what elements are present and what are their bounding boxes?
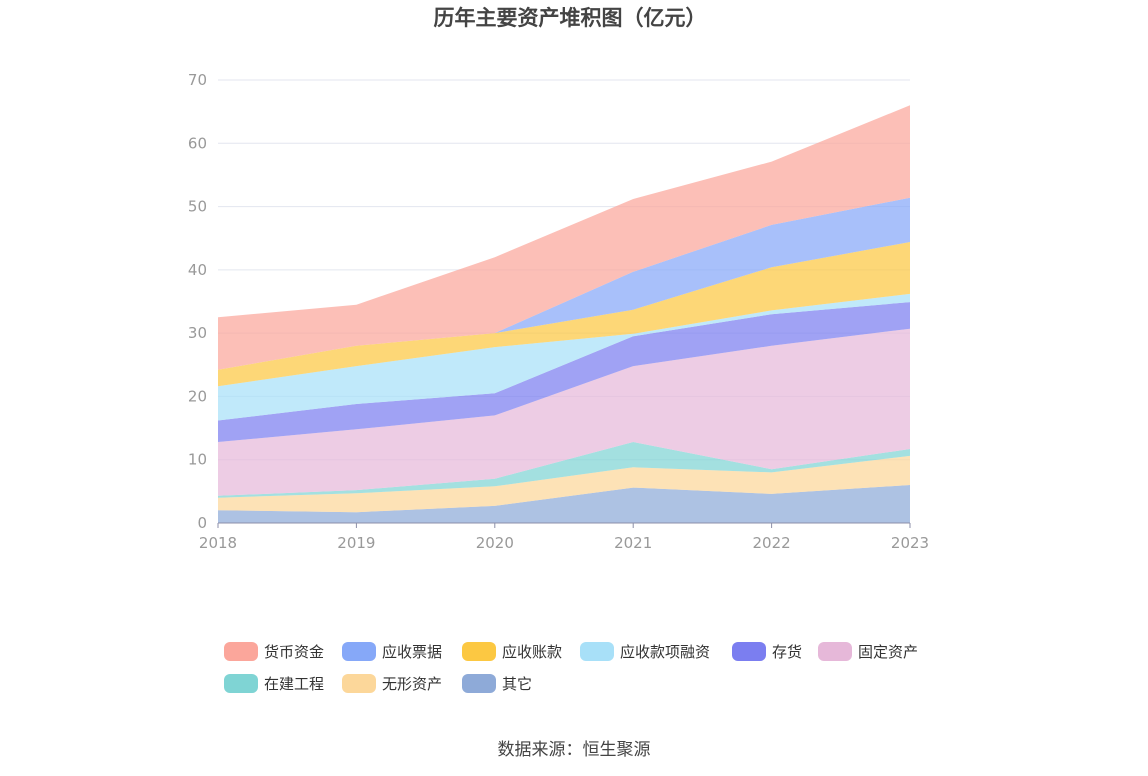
area-1 xyxy=(218,485,910,523)
x-tick-label: 2018 xyxy=(199,534,237,552)
x-tick-label: 2021 xyxy=(614,534,652,552)
legend-item[interactable]: 应收款项融资 xyxy=(580,642,710,661)
area-6 xyxy=(218,293,910,421)
x-tick-label: 2019 xyxy=(337,534,375,552)
legend-label: 应收账款 xyxy=(502,643,562,661)
y-tick-label: 70 xyxy=(188,71,207,89)
legend-item[interactable]: 在建工程 xyxy=(224,674,324,693)
area-2 xyxy=(218,455,910,513)
legend-item[interactable]: 货币资金 xyxy=(224,642,324,661)
legend-swatch xyxy=(342,674,376,693)
x-tick-label: 2020 xyxy=(476,534,514,552)
legend-label: 在建工程 xyxy=(264,675,324,693)
data-source: 数据来源：恒生聚源 xyxy=(498,740,651,760)
legend-swatch xyxy=(818,642,852,661)
area-9 xyxy=(218,105,910,370)
legend-label: 存货 xyxy=(772,643,802,661)
legend-swatch xyxy=(462,642,496,661)
legend-item[interactable]: 无形资产 xyxy=(342,674,442,693)
legend-swatch xyxy=(580,642,614,661)
area-4 xyxy=(218,328,910,496)
area-5 xyxy=(218,302,910,442)
y-tick-label: 30 xyxy=(188,324,207,342)
legend-item[interactable]: 其它 xyxy=(462,674,532,693)
axes: 0 10 20 30 40 50 60 70 2018 2019 2020 2021 2022 2023 xyxy=(188,71,929,552)
legend-item[interactable]: 应收账款 xyxy=(462,642,562,661)
legend-swatch xyxy=(224,674,258,693)
legend-item[interactable]: 应收票据 xyxy=(342,642,442,661)
chart-title: 历年主要资产堆积图（亿元） xyxy=(434,6,707,30)
legend-label: 应收款项融资 xyxy=(620,643,710,661)
x-tick-label: 2022 xyxy=(753,534,791,552)
y-tick-label: 0 xyxy=(197,514,207,532)
legend-swatch xyxy=(462,674,496,693)
area-series xyxy=(218,105,910,523)
area-7 xyxy=(218,242,910,387)
legend-item[interactable]: 固定资产 xyxy=(818,642,918,661)
legend-item[interactable]: 存货 xyxy=(732,642,802,661)
legend-swatch xyxy=(732,642,766,661)
legend-label: 无形资产 xyxy=(382,675,442,693)
legend-label: 应收票据 xyxy=(382,643,442,661)
area-8 xyxy=(218,197,910,370)
x-tick-label: 2023 xyxy=(891,534,929,552)
legend-swatch xyxy=(224,642,258,661)
legend-label: 其它 xyxy=(502,675,532,693)
y-tick-label: 60 xyxy=(188,134,207,152)
legend-label: 固定资产 xyxy=(858,643,918,661)
area-3 xyxy=(218,442,910,498)
y-tick-label: 10 xyxy=(188,451,207,469)
y-tick-label: 50 xyxy=(188,198,207,216)
y-tick-label: 40 xyxy=(188,261,207,279)
legend-label: 货币资金 xyxy=(264,643,324,661)
y-tick-label: 20 xyxy=(188,387,207,405)
legend-swatch xyxy=(342,642,376,661)
